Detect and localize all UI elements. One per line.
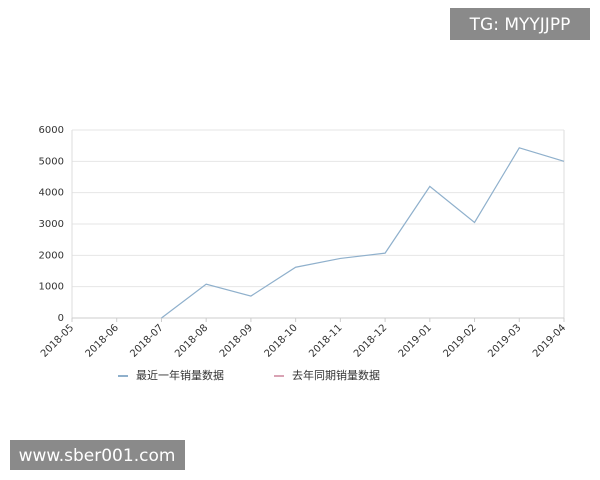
watermark-box — [450, 8, 590, 40]
x-tick-label: 2018-10 — [263, 322, 300, 359]
series-line — [161, 147, 565, 319]
y-tick-label: 4000 — [39, 188, 64, 199]
watermark: TG: MYYJJPP — [469, 15, 571, 35]
x-tick-label: 2019-02 — [441, 322, 478, 359]
watermark: www.sber001.com — [19, 446, 176, 466]
y-tick-label: 2000 — [39, 250, 64, 261]
x-tick-label: 2018-07 — [128, 322, 165, 359]
x-tick-label: 2018-11 — [307, 322, 344, 359]
x-tick-label: 2019-01 — [397, 322, 434, 359]
y-tick-label: 5000 — [39, 156, 64, 167]
x-tick-label: 2018-09 — [218, 322, 255, 359]
legend-label: 最近一年销量数据 — [136, 368, 224, 382]
y-tick-label: 1000 — [39, 282, 64, 293]
y-tick-label: 3000 — [39, 219, 64, 230]
watermark-box — [10, 440, 185, 470]
y-tick-label: 6000 — [39, 125, 64, 136]
x-tick-label: 2018-12 — [352, 322, 389, 359]
x-tick-label: 2018-08 — [173, 322, 210, 359]
x-tick-label: 2018-05 — [39, 322, 76, 359]
x-tick-label: 2018-06 — [84, 322, 121, 359]
y-tick-label: 0 — [58, 313, 64, 324]
x-tick-label: 2019-04 — [531, 322, 568, 359]
legend-label: 去年同期销量数据 — [292, 368, 380, 382]
x-tick-label: 2019-03 — [486, 322, 523, 359]
